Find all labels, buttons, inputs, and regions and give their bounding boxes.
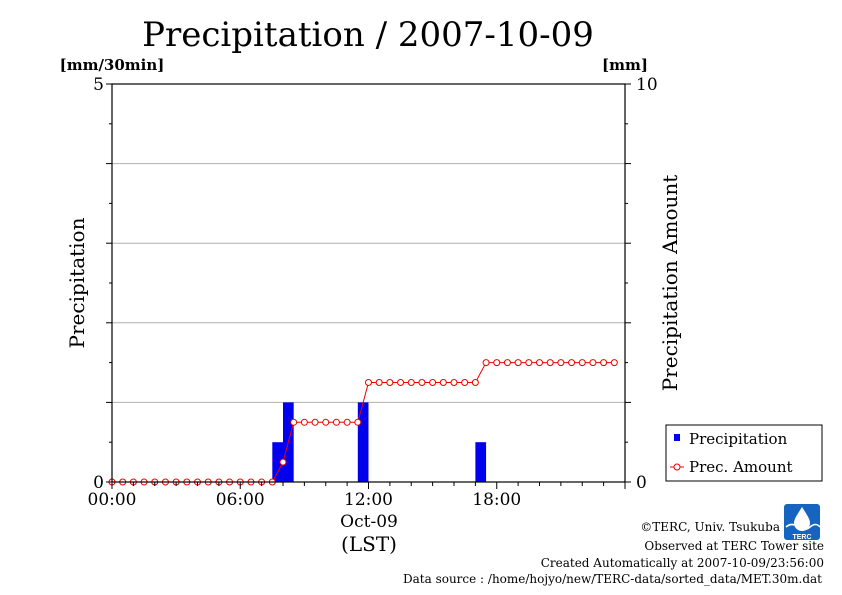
amount-point	[418, 379, 426, 386]
amount-point	[482, 359, 490, 367]
amount-point	[354, 418, 362, 426]
precipitation-bar	[272, 442, 283, 482]
x-tick-label: 06:00	[216, 490, 265, 510]
x-tick-label: 00:00	[88, 490, 137, 510]
legend-box	[665, 424, 823, 482]
amount-point	[525, 359, 533, 367]
amount-point	[546, 359, 554, 367]
amount-point	[407, 379, 415, 386]
amount-point	[589, 359, 597, 367]
x-tick-label: 18:00	[472, 490, 521, 510]
x-tick-label: 12:00	[344, 490, 393, 510]
legend-bar-swatch	[674, 434, 680, 441]
amount-point	[568, 359, 576, 367]
amount-point	[439, 379, 447, 386]
credit-source: Data source : /home/hojyo/new/TERC-data/…	[403, 572, 822, 586]
terc-logo: TERC	[784, 504, 821, 541]
chart-title: Precipitation / 2007-10-09	[142, 15, 594, 55]
legend-prec-amount: Prec. Amount	[689, 458, 793, 476]
amount-point	[375, 379, 383, 386]
amount-point	[514, 359, 522, 367]
right-axis-unit: [mm]	[602, 56, 648, 74]
amount-point	[322, 418, 330, 426]
precipitation-bar	[357, 402, 369, 482]
logo-text: TERC	[792, 534, 811, 541]
legend-line-marker	[673, 463, 681, 471]
legend-precipitation: Precipitation	[689, 430, 788, 448]
amount-point	[343, 418, 351, 426]
water-drop-icon	[794, 507, 810, 531]
amount-point	[503, 359, 511, 367]
right-y-axis-label: Precipitation Amount	[658, 175, 682, 392]
y-axis-label: Precipitation	[65, 217, 89, 348]
amount-point	[311, 418, 319, 426]
amount-point	[386, 379, 394, 386]
amount-point	[461, 379, 469, 386]
credit-created: Created Automatically at 2007-10-09/23:5…	[541, 556, 824, 570]
x-axis-label: (LST)	[341, 532, 397, 556]
precipitation-bar	[475, 442, 487, 482]
amount-point	[471, 379, 479, 386]
amount-point	[397, 379, 405, 386]
amount-point	[600, 359, 608, 367]
y-tick-label-right: 10	[636, 75, 658, 95]
wave-icon	[785, 523, 821, 531]
left-axis-unit: [mm/30min]	[60, 56, 165, 74]
amount-point	[578, 359, 586, 367]
amount-point	[429, 379, 437, 386]
amount-point	[557, 359, 565, 367]
credit-observed: Observed at TERC Tower site	[644, 539, 824, 553]
amount-point	[493, 359, 501, 367]
y-tick-label-right: 0	[636, 473, 647, 493]
amount-point	[536, 359, 543, 367]
axis-ticks: 00:00 06:00 12:00 18:00 0 5 0 10	[88, 75, 658, 510]
credit-copyright: ©TERC, Univ. Tsukuba	[640, 520, 780, 534]
amount-point	[332, 418, 340, 426]
amount-point	[450, 379, 458, 386]
amount-point	[290, 418, 298, 426]
precipitation-bars	[272, 402, 487, 482]
amount-point	[279, 458, 287, 466]
amount-point	[365, 379, 372, 386]
amount-point	[300, 418, 308, 426]
amount-point	[610, 359, 618, 367]
legend: Precipitation Prec. Amount	[665, 424, 823, 482]
y-tick-label-left: 0	[93, 473, 104, 493]
gridlines	[112, 163, 625, 403]
x-date-label: Oct-09	[340, 512, 398, 532]
y-tick-label-left: 5	[93, 75, 104, 95]
